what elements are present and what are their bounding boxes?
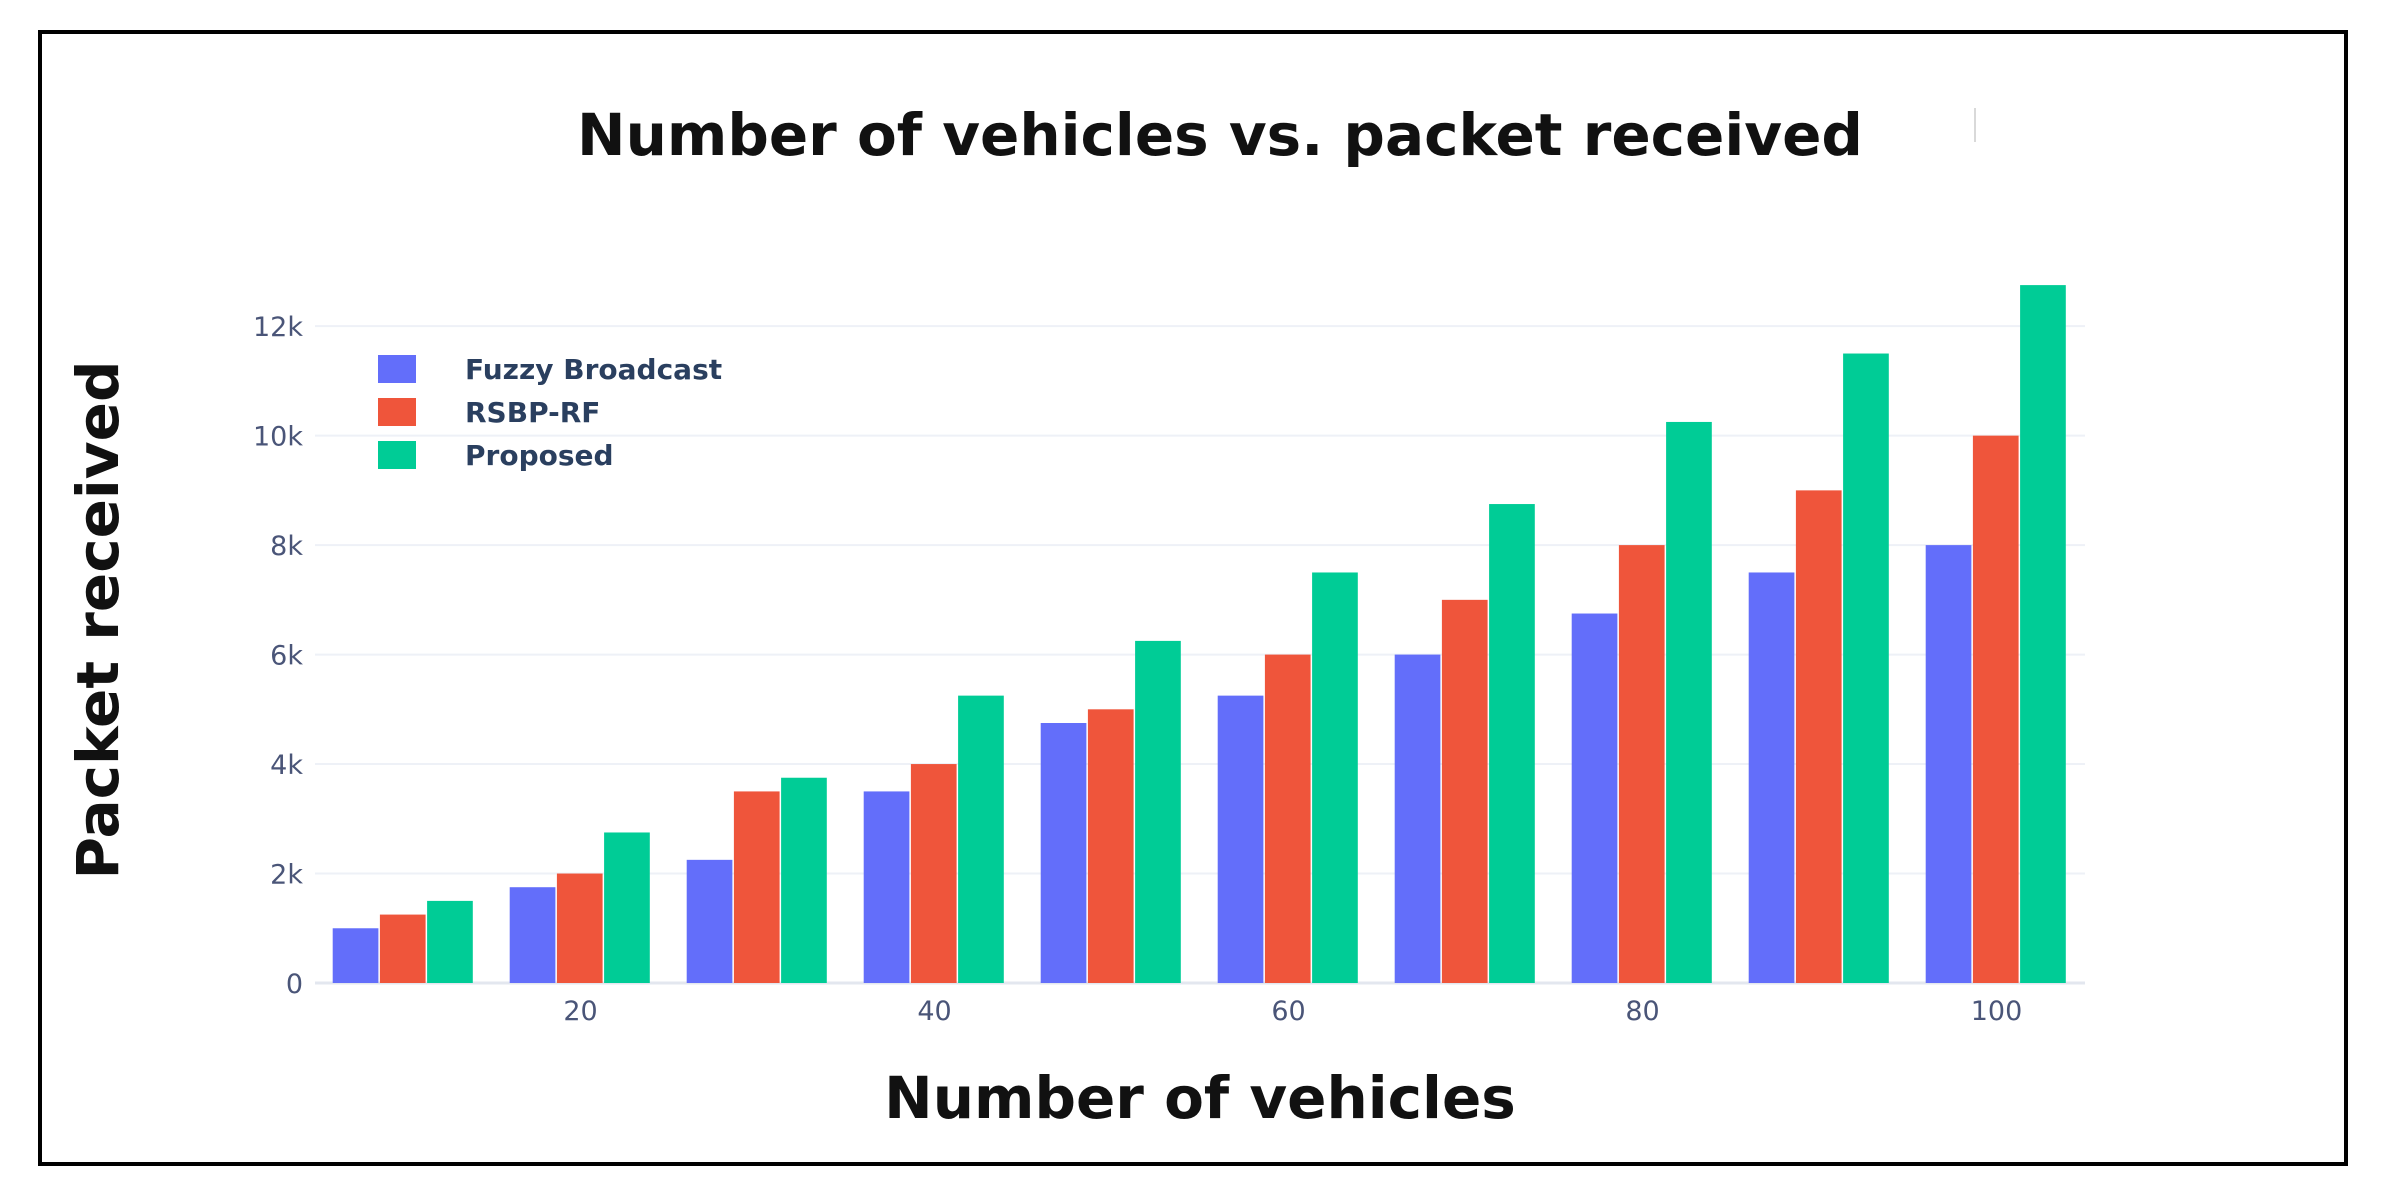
y-tick-label: 8k bbox=[270, 531, 303, 562]
bar-fuzzy-broadcast-90 bbox=[1748, 572, 1795, 983]
bar-fuzzy-broadcast-40 bbox=[863, 791, 910, 983]
bar-proposed-20 bbox=[604, 832, 650, 983]
bar-fuzzy-broadcast-80 bbox=[1571, 613, 1618, 983]
bar-proposed-60 bbox=[1312, 572, 1358, 983]
legend-label: Proposed bbox=[465, 439, 614, 472]
bar-fuzzy-broadcast-50 bbox=[1040, 723, 1087, 983]
bar-rsbp-rf-40 bbox=[910, 764, 957, 983]
bar-rsbp-rf-60 bbox=[1264, 654, 1311, 983]
bar-rsbp-rf-70 bbox=[1441, 599, 1488, 983]
bar-rsbp-rf-80 bbox=[1618, 545, 1665, 983]
x-tick-label: 100 bbox=[1971, 996, 2023, 1027]
x-tick-label: 20 bbox=[563, 996, 597, 1027]
bar-fuzzy-broadcast-30 bbox=[686, 859, 733, 983]
x-axis-label: Number of vehicles bbox=[884, 1064, 1516, 1132]
y-tick-label: 2k bbox=[270, 860, 303, 891]
x-tick-label: 60 bbox=[1271, 996, 1305, 1027]
y-tick-label: 4k bbox=[270, 750, 303, 781]
bars bbox=[332, 285, 2066, 984]
legend-swatch-proposed bbox=[378, 441, 416, 469]
bar-rsbp-rf-90 bbox=[1795, 490, 1842, 983]
bar-rsbp-rf-10 bbox=[379, 914, 426, 983]
bar-proposed-100 bbox=[2020, 285, 2066, 984]
x-tick-label: 80 bbox=[1625, 996, 1659, 1027]
bar-fuzzy-broadcast-10 bbox=[332, 928, 379, 983]
legend-swatch-fuzzy-broadcast bbox=[378, 355, 416, 383]
x-tick-label: 40 bbox=[917, 996, 951, 1027]
y-tick-label: 6k bbox=[270, 641, 303, 672]
bar-proposed-70 bbox=[1489, 504, 1535, 983]
bar-fuzzy-broadcast-70 bbox=[1394, 654, 1441, 983]
legend-label: RSBP-RF bbox=[465, 396, 600, 429]
bar-proposed-80 bbox=[1666, 421, 1712, 983]
bar-fuzzy-broadcast-100 bbox=[1925, 545, 1972, 983]
x-axis-ticks: 20 40 60 80 100 bbox=[563, 996, 2022, 1027]
y-axis-ticks: 0 2k 4k 6k 8k 10k 12k bbox=[253, 312, 303, 1000]
y-axis-label: Packet received bbox=[64, 361, 132, 880]
bar-proposed-40 bbox=[958, 695, 1004, 983]
bar-rsbp-rf-30 bbox=[733, 791, 780, 983]
bar-fuzzy-broadcast-20 bbox=[509, 887, 556, 983]
bar-proposed-90 bbox=[1843, 353, 1889, 983]
bar-rsbp-rf-20 bbox=[556, 873, 603, 983]
legend-label: Fuzzy Broadcast bbox=[465, 353, 722, 386]
y-tick-label: 12k bbox=[253, 312, 303, 343]
legend-swatch-rsbp-rf bbox=[378, 398, 416, 426]
bar-rsbp-rf-100 bbox=[1972, 435, 2019, 983]
chart-title: Number of vehicles vs. packet received bbox=[577, 101, 1863, 169]
bar-fuzzy-broadcast-60 bbox=[1217, 695, 1264, 983]
y-tick-label: 0 bbox=[286, 969, 303, 1000]
bar-proposed-10 bbox=[427, 900, 473, 983]
legend: Fuzzy Broadcast RSBP-RF Proposed bbox=[378, 353, 722, 472]
bar-rsbp-rf-50 bbox=[1087, 709, 1134, 983]
y-tick-label: 10k bbox=[253, 422, 303, 453]
bar-proposed-50 bbox=[1135, 640, 1181, 983]
bar-proposed-30 bbox=[781, 777, 827, 983]
